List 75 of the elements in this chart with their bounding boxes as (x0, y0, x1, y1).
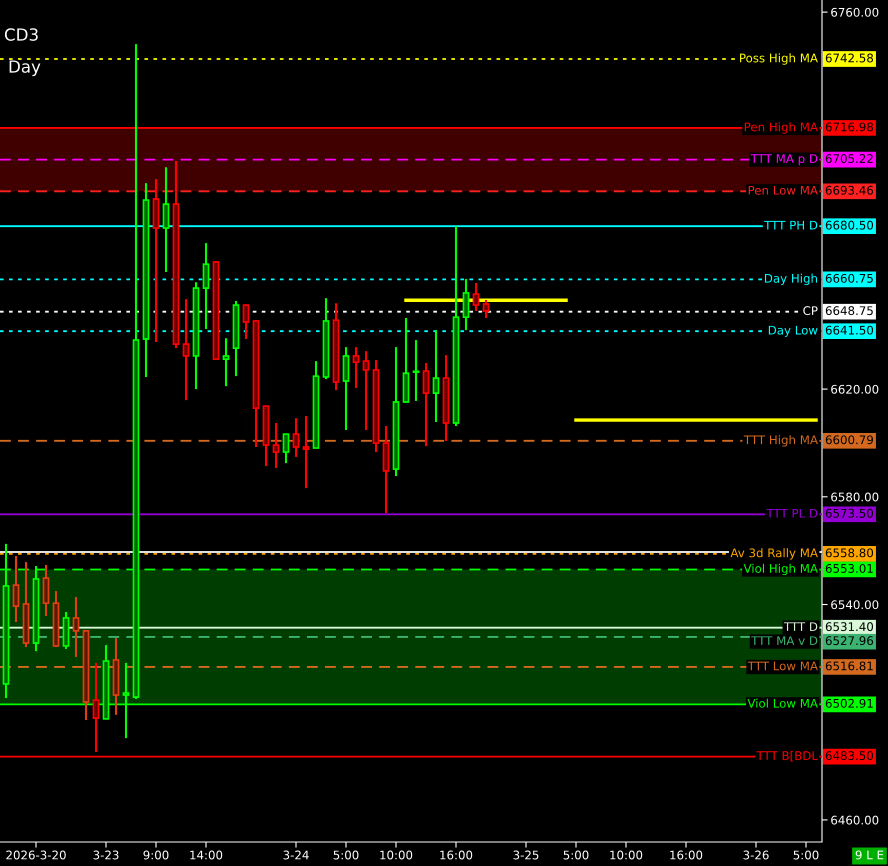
x-tick-label: 5:00 (564, 850, 588, 860)
text: 6502.91 (826, 698, 873, 708)
candlestick (422, 362, 430, 448)
text: Day (10, 60, 40, 76)
candlestick (412, 339, 420, 402)
text: 6648.75 (826, 306, 873, 316)
ref-line-label: TTT High MA (744, 435, 818, 447)
y-tick-label: 6620.00 (831, 384, 878, 394)
text: 9 L E (856, 850, 884, 860)
text: 6573.50 (826, 508, 874, 518)
ref-line-label: TTT PL D (766, 508, 818, 518)
ref-line-label: Day High (764, 274, 817, 286)
text: 6553.01 (826, 564, 873, 573)
text: 6660.75 (826, 274, 873, 283)
y-tick-label: 6460.00 (831, 816, 878, 825)
candlestick (272, 422, 280, 470)
x-tick-label: 3-24 (284, 850, 309, 860)
candlestick (72, 596, 80, 658)
text: 6558.80 (826, 548, 874, 558)
text: 6705.22 (826, 154, 873, 164)
x-tick-label: 5:00 (334, 850, 358, 860)
text: 6716.98 (826, 122, 874, 132)
x-tick-label: 2026-3-20 (6, 850, 66, 860)
ref-line-label: TTT Low MA (748, 662, 818, 670)
ref-line-label: Day Low (768, 326, 818, 337)
x-tick-label: 5:00 (794, 850, 818, 860)
x-tick-label: 3-26 (744, 850, 769, 860)
ref-line-label: TTT D (784, 622, 818, 631)
text: 6516.81 (826, 661, 873, 670)
text: CD3 (4, 28, 38, 41)
y-tick-label: 6760.00 (831, 8, 878, 17)
x-tick-label: 3-25 (514, 850, 538, 860)
x-tick-label: 16:00 (670, 850, 702, 860)
candlestick (362, 350, 370, 432)
candlestick (432, 329, 440, 423)
ref-line-label: Pen Low MA (748, 186, 818, 195)
ref-line-label: Viol Low MA (747, 698, 818, 708)
candlestick (292, 417, 300, 458)
ref-line-label: TTT B[BDL (756, 750, 818, 762)
ref-line-label: TTT MA p D (750, 154, 818, 166)
x-tick-label: 10:00 (380, 850, 412, 860)
x-tick-label: 3-23 (94, 850, 118, 860)
text: 6641.50 (826, 326, 874, 335)
y-tick-label: 6540.00 (831, 600, 878, 610)
text: 6693.46 (826, 186, 874, 195)
candlestick (482, 298, 490, 320)
text: 6531.40 (826, 622, 874, 632)
x-tick-label: 16:00 (440, 850, 472, 860)
candlestick (202, 242, 210, 330)
candlestick (472, 282, 480, 312)
x-tick-label: 10:00 (610, 850, 642, 860)
candlestick (182, 298, 190, 402)
candlestick (222, 337, 230, 388)
text: 6600.79 (826, 435, 873, 444)
text: 6483.50 (826, 751, 874, 760)
ref-line-label: Pen High MA (744, 122, 818, 134)
x-tick-label: 14:00 (190, 850, 222, 860)
candlestick (12, 554, 20, 624)
ref-line-label: Viol High MA (744, 564, 818, 576)
candlestick (242, 304, 250, 340)
ref-line-label: CP (803, 306, 818, 316)
ref-line-label: Av 3d Rally MA (730, 548, 818, 560)
candlestick (302, 414, 310, 490)
text: 6527.96 (826, 636, 874, 646)
x-tick-label: 9:00 (143, 850, 168, 860)
ref-line-label: Poss High MA (740, 53, 818, 65)
text: 6742.58 (826, 54, 874, 62)
candlestick (162, 166, 170, 274)
candlestick (282, 433, 290, 464)
text: 6680.50 (826, 220, 874, 230)
y-tick-label: 6580.00 (831, 492, 878, 502)
ref-line-label: TTT PH D (764, 220, 818, 230)
candlestick (92, 662, 100, 754)
candlestick (352, 346, 360, 390)
ref-line-label: TTT MA v D (751, 636, 818, 645)
